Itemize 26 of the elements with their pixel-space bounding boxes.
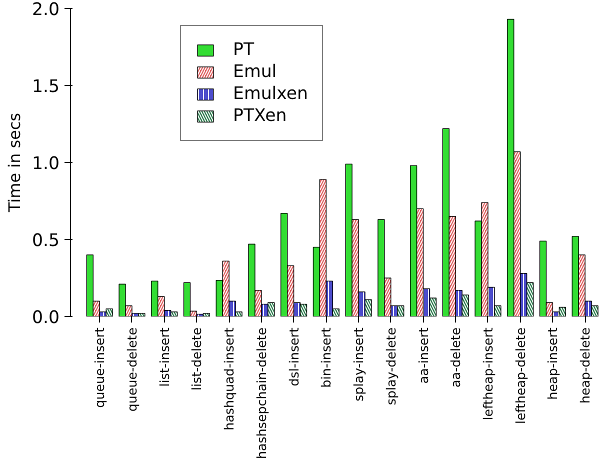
x-tick-label: bin-insert <box>318 327 334 388</box>
x-tick-label: heap-insert <box>545 327 560 400</box>
legend-label: PTXen <box>233 106 287 126</box>
x-tick-label: splay-insert <box>351 327 366 402</box>
x-tick-label: list-insert <box>156 327 172 387</box>
y-tick-label: 0.0 <box>32 308 60 328</box>
y-axis-title: Time in secs <box>4 112 24 214</box>
x-tick-label: leftheap-delete <box>512 327 528 424</box>
y-tick-label: 1.0 <box>32 154 60 174</box>
legend-label: Emul <box>233 62 277 82</box>
x-tick-label: aa-delete <box>448 327 464 388</box>
y-tick-label: 2.0 <box>32 0 60 20</box>
x-tick-label: hashsepchain-delete <box>254 327 269 460</box>
x-tick-label: aa-insert <box>416 327 431 384</box>
x-tick-label: queue-delete <box>124 327 140 412</box>
x-tick-label: list-delete <box>189 327 204 391</box>
x-tick-label: dsl-insert <box>286 327 302 386</box>
x-tick-label: heap-delete <box>578 327 593 404</box>
legend-label: PT <box>233 40 254 60</box>
x-tick-label: leftheap-insert <box>480 327 496 420</box>
y-tick-label: 1.5 <box>32 77 60 97</box>
legend-label: Emulxen <box>233 84 308 104</box>
x-tick-label: splay-delete <box>383 327 398 406</box>
x-tick-label: queue-insert <box>92 327 108 408</box>
y-tick-label: 0.5 <box>32 231 60 251</box>
x-tick-label: hashquad-insert <box>222 327 237 430</box>
